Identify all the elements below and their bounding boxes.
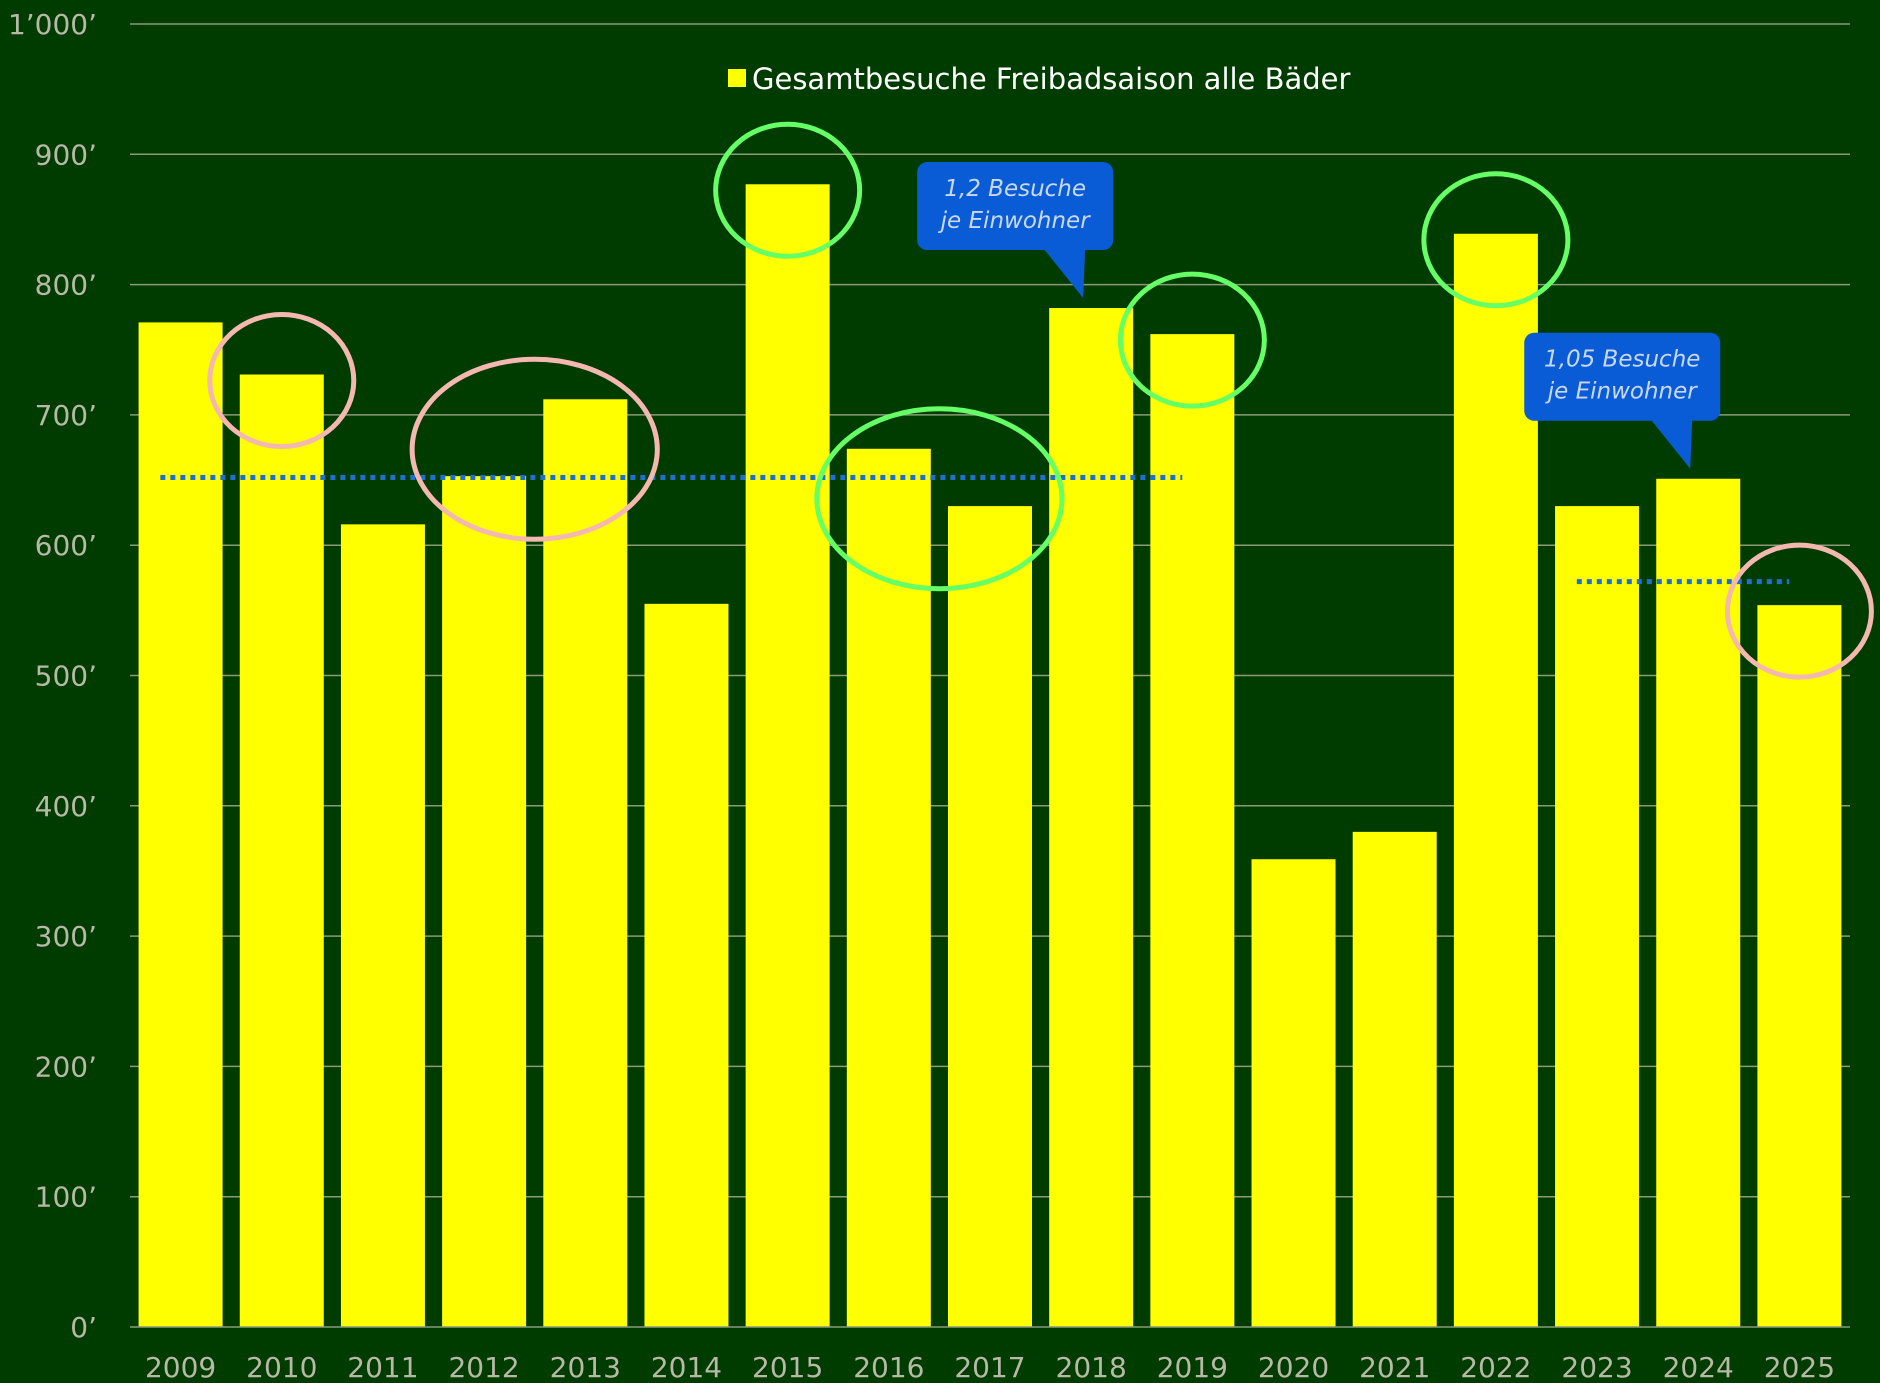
x-tick-label: 2024 (1663, 1351, 1734, 1383)
x-tick-label: 2018 (1056, 1351, 1127, 1383)
bar-2022 (1453, 233, 1538, 1328)
x-tick-label: 2009 (145, 1351, 216, 1383)
y-tick-label: 700’ (35, 399, 97, 432)
highlight-ellipse (207, 312, 357, 450)
callout-box (1524, 332, 1721, 421)
bar-2018 (1049, 308, 1134, 1328)
x-tick-label: 2020 (1258, 1351, 1329, 1383)
callout-text: 1,2 Besuche (944, 176, 1086, 202)
y-tick-label: 600’ (35, 529, 97, 562)
bar-2011 (340, 524, 425, 1327)
legend: Gesamtbesuche Freibadsaison alle Bäder (728, 62, 1351, 96)
x-axis-ticks: 2009 2010 2011 2012 2013 2014 2015 2016 2017 2018… (145, 1351, 1835, 1383)
highlight-ellipse (1724, 542, 1874, 680)
y-axis-ticks: 0’ 100’ 200’ 300’ 400’ 500’ 600’ 700’ 800’ 900’ 1’… (8, 8, 97, 1344)
x-tick-label: 2021 (1359, 1351, 1430, 1383)
bar-2020 (1251, 859, 1336, 1327)
y-tick-label: 800’ (35, 269, 97, 302)
y-tick-label: 500’ (35, 660, 97, 693)
highlight-circles (207, 121, 1874, 680)
x-tick-label: 2010 (246, 1351, 317, 1383)
x-tick-label: 2022 (1460, 1351, 1531, 1383)
bar-2010 (239, 374, 324, 1328)
bar-2023 (1555, 506, 1640, 1327)
bar-2012 (442, 476, 527, 1327)
bar-2014 (644, 603, 729, 1327)
callout-pointer (1043, 248, 1086, 299)
highlight-ellipse (814, 406, 1065, 592)
legend-swatch (728, 69, 746, 87)
y-tick-label: 1’000’ (8, 8, 97, 41)
x-tick-label: 2011 (347, 1351, 418, 1383)
bars (138, 184, 1842, 1328)
callouts: 1,2 Besuche je Einwohner 1,05 Besuche je Ei… (917, 162, 1721, 469)
bar-2025 (1757, 605, 1842, 1327)
x-tick-label: 2019 (1157, 1351, 1228, 1383)
legend-label: Gesamtbesuche Freibadsaison alle Bäder (752, 62, 1351, 96)
bar-2013 (543, 399, 628, 1327)
callout-pointer (1650, 418, 1693, 469)
x-tick-label: 2012 (448, 1351, 519, 1383)
callout-box (917, 162, 1114, 251)
callout-text: 1,05 Besuche (1544, 347, 1700, 373)
y-tick-label: 400’ (35, 790, 97, 823)
highlight-ellipse (1421, 171, 1571, 309)
y-tick-label: 100’ (35, 1181, 97, 1214)
y-tick-label: 300’ (35, 920, 97, 953)
x-tick-label: 2013 (550, 1351, 621, 1383)
x-tick-label: 2014 (651, 1351, 722, 1383)
bar-2016 (846, 448, 931, 1327)
x-tick-label: 2017 (954, 1351, 1025, 1383)
x-tick-label: 2025 (1764, 1351, 1835, 1383)
y-tick-label: 900’ (35, 138, 97, 171)
x-tick-label: 2016 (853, 1351, 924, 1383)
callout-text: je Einwohner (938, 208, 1092, 234)
x-tick-label: 2015 (752, 1351, 823, 1383)
y-tick-label: 0’ (70, 1311, 97, 1344)
bar-2015 (745, 184, 830, 1327)
highlight-ellipse (1117, 271, 1267, 409)
callout-text: je Einwohner (1545, 379, 1699, 405)
bar-2021 (1352, 831, 1437, 1327)
highlight-ellipse (409, 356, 660, 542)
x-tick-label: 2023 (1561, 1351, 1632, 1383)
bar-2019 (1150, 334, 1235, 1327)
average-lines (160, 474, 1790, 585)
bar-2017 (948, 506, 1032, 1327)
y-tick-label: 200’ (35, 1050, 97, 1083)
highlight-ellipse (713, 121, 863, 259)
bar-2009 (138, 322, 223, 1328)
